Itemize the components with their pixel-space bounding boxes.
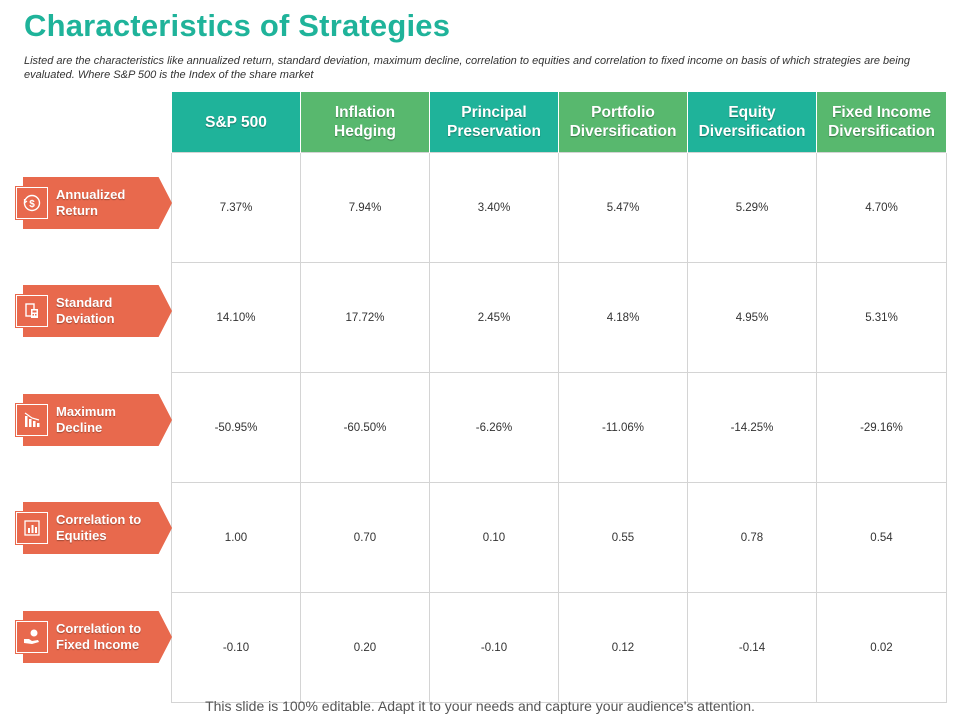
table-cell: 0.20 bbox=[300, 592, 430, 703]
table-cell: 0.02 bbox=[816, 592, 947, 703]
column-header-equity-diversification: Equity Diversification bbox=[687, 92, 817, 153]
table-row: 1.00 0.70 0.10 0.55 0.78 0.54 bbox=[171, 482, 947, 593]
table-cell: 1.00 bbox=[171, 482, 301, 593]
table-cell: -14.25% bbox=[687, 372, 817, 483]
table-header-row: S&P 500 Inflation Hedging Principal Pres… bbox=[171, 92, 947, 153]
table-cell: -11.06% bbox=[558, 372, 688, 483]
row-label-annualized-return: $ Annualized Return bbox=[16, 177, 172, 229]
row-label-maximum-decline: Maximum Decline bbox=[16, 394, 172, 446]
table-cell: 14.10% bbox=[171, 262, 301, 373]
page-title: Characteristics of Strategies bbox=[24, 8, 451, 43]
table-row: -50.95% -60.50% -6.26% -11.06% -14.25% -… bbox=[171, 372, 947, 483]
table-cell: 0.54 bbox=[816, 482, 947, 593]
table-cell: 0.12 bbox=[558, 592, 688, 703]
row-label-text: Maximum Decline bbox=[56, 404, 116, 435]
row-label-text: Correlation to Fixed Income bbox=[56, 621, 142, 652]
table-row: 14.10% 17.72% 2.45% 4.18% 4.95% 5.31% bbox=[171, 262, 947, 373]
declining-chart-icon bbox=[16, 404, 48, 436]
table-row: -0.10 0.20 -0.10 0.12 -0.14 0.02 bbox=[171, 592, 947, 703]
svg-text:$: $ bbox=[29, 199, 35, 210]
table-cell: 5.47% bbox=[558, 152, 688, 263]
column-header-portfolio-diversification: Portfolio Diversification bbox=[558, 92, 688, 153]
table-cell: 4.95% bbox=[687, 262, 817, 373]
column-header-principal-preservation: Principal Preservation bbox=[429, 92, 559, 153]
table-cell: 7.37% bbox=[171, 152, 301, 263]
table-cell: -50.95% bbox=[171, 372, 301, 483]
table-cell: 17.72% bbox=[300, 262, 430, 373]
table-cell: -60.50% bbox=[300, 372, 430, 483]
row-label-text: Correlation to Equities bbox=[56, 512, 142, 543]
table-cell: 0.70 bbox=[300, 482, 430, 593]
row-label-correlation-equities: Correlation to Equities bbox=[16, 502, 172, 554]
row-label-text: Standard Deviation bbox=[56, 295, 115, 326]
footer-note: This slide is 100% editable. Adapt it to… bbox=[205, 698, 755, 714]
table-cell: -0.10 bbox=[171, 592, 301, 703]
strategies-table: S&P 500 Inflation Hedging Principal Pres… bbox=[171, 92, 947, 703]
table-cell: -6.26% bbox=[429, 372, 559, 483]
hand-coin-icon bbox=[16, 621, 48, 653]
table-cell: 0.55 bbox=[558, 482, 688, 593]
table-cell: 5.31% bbox=[816, 262, 947, 373]
table-cell: 3.40% bbox=[429, 152, 559, 263]
row-label-text: Annualized Return bbox=[56, 187, 126, 218]
table-cell: -0.10 bbox=[429, 592, 559, 703]
column-header-fixed-income-diversification: Fixed Income Diversification bbox=[816, 92, 947, 153]
dollar-cycle-icon: $ bbox=[16, 187, 48, 219]
row-label-correlation-fixed-income: Correlation to Fixed Income bbox=[16, 611, 172, 663]
bar-chart-icon bbox=[16, 512, 48, 544]
table-cell: 4.70% bbox=[816, 152, 947, 263]
column-header-inflation-hedging: Inflation Hedging bbox=[300, 92, 430, 153]
table-cell: 5.29% bbox=[687, 152, 817, 263]
calculator-document-icon bbox=[16, 295, 48, 327]
table-row: 7.37% 7.94% 3.40% 5.47% 5.29% 4.70% bbox=[171, 152, 947, 263]
row-label-standard-deviation: Standard Deviation bbox=[16, 285, 172, 337]
table-cell: 2.45% bbox=[429, 262, 559, 373]
table-cell: -29.16% bbox=[816, 372, 947, 483]
table-cell: -0.14 bbox=[687, 592, 817, 703]
column-header-sp500: S&P 500 bbox=[171, 92, 301, 153]
table-cell: 0.78 bbox=[687, 482, 817, 593]
page-subtitle: Listed are the characteristics like annu… bbox=[24, 55, 910, 81]
table-cell: 0.10 bbox=[429, 482, 559, 593]
table-cell: 7.94% bbox=[300, 152, 430, 263]
table-cell: 4.18% bbox=[558, 262, 688, 373]
